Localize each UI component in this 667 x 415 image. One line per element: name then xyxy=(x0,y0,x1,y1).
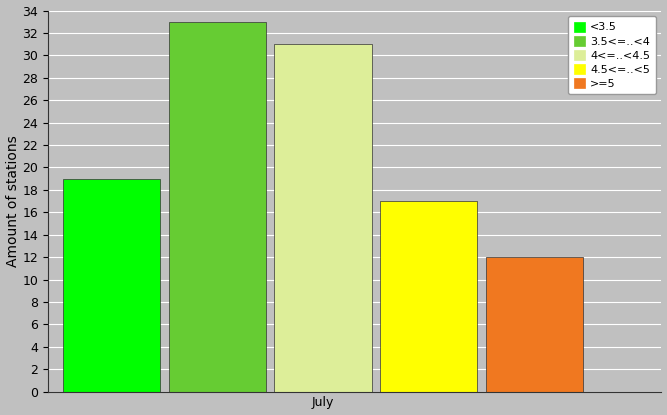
Bar xyxy=(169,22,266,392)
Y-axis label: Amount of stations: Amount of stations xyxy=(5,135,19,267)
Bar xyxy=(486,257,583,392)
Bar xyxy=(274,44,372,392)
Bar xyxy=(380,201,478,392)
Bar xyxy=(63,178,160,392)
Legend: <3.5, 3.5<=..<4, 4<=..<4.5, 4.5<=..<5, >=5: <3.5, 3.5<=..<4, 4<=..<4.5, 4.5<=..<5, >… xyxy=(568,16,656,95)
